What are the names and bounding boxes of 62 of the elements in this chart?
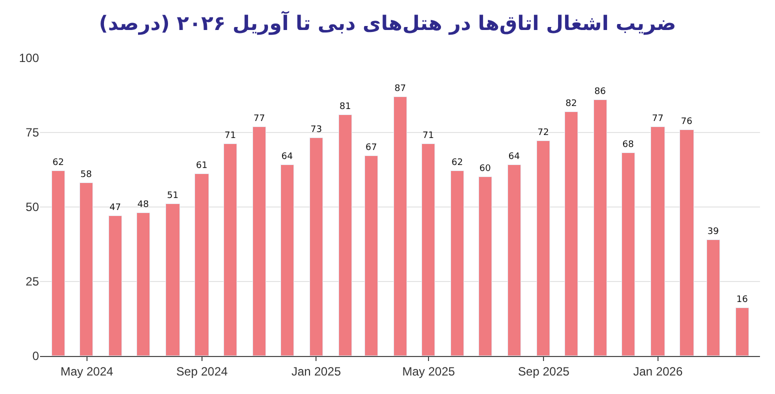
data-label: 39 — [707, 226, 720, 237]
data-label: 86 — [594, 86, 606, 97]
data-label: 71 — [422, 130, 434, 141]
data-label: 87 — [394, 84, 406, 94]
data-label: 62 — [452, 158, 463, 168]
bar — [508, 164, 521, 356]
bar — [594, 100, 607, 356]
y-tick-label: 75 — [26, 126, 40, 140]
data-label: 16 — [736, 294, 748, 305]
bar — [136, 212, 150, 356]
bar — [52, 170, 65, 356]
bar — [536, 140, 550, 356]
bar — [364, 156, 378, 356]
data-label: 58 — [80, 170, 92, 180]
data-label: 47 — [110, 202, 121, 213]
data-label: 76 — [680, 116, 693, 127]
x-tick-label: May 2025 — [402, 364, 456, 378]
data-label: 51 — [167, 190, 178, 201]
x-tick-label: Jan 2026 — [633, 364, 683, 378]
data-label: 72 — [538, 128, 549, 138]
x-tick-label: May 2024 — [60, 364, 114, 378]
bar — [80, 182, 93, 356]
x-tick-label: Sep 2024 — [176, 364, 228, 378]
data-label: 67 — [366, 142, 377, 153]
x-tick-label: Sep 2025 — [518, 364, 570, 378]
data-label: 60 — [479, 164, 492, 174]
bar — [194, 174, 209, 356]
bar — [422, 144, 435, 356]
bar — [108, 216, 122, 356]
y-tick-label: 25 — [26, 274, 40, 289]
x-tick-label: Jan 2025 — [292, 364, 342, 378]
bar — [622, 152, 635, 356]
bar — [310, 138, 323, 356]
bar — [224, 144, 237, 356]
data-label: 82 — [566, 98, 577, 109]
bar — [338, 114, 352, 356]
bar — [166, 204, 180, 356]
bar — [650, 126, 665, 356]
data-label: 64 — [281, 152, 294, 162]
bar — [252, 126, 266, 356]
data-label: 61 — [196, 160, 208, 171]
data-label: 77 — [652, 114, 664, 124]
bar — [280, 164, 294, 356]
y-tick-label: 100 — [18, 51, 40, 66]
bar — [478, 176, 492, 356]
bar — [680, 130, 694, 356]
data-label: 71 — [224, 130, 236, 141]
data-label: 73 — [310, 124, 322, 135]
bar — [706, 240, 720, 356]
chart-title: ضریب اشغال اتاق‌ها در هتل‌های دبی تا آوریل ۲۰۲۶ (درصد) — [98, 10, 676, 35]
y-tick-label: 50 — [26, 200, 40, 214]
y-tick-label: 0 — [32, 349, 40, 364]
bar — [736, 308, 749, 356]
data-label: 62 — [52, 158, 64, 168]
data-label: 81 — [340, 102, 351, 112]
data-label: 68 — [622, 140, 634, 150]
bar — [394, 96, 407, 356]
data-label: 48 — [137, 200, 150, 210]
data-label: 64 — [508, 152, 520, 162]
bar — [450, 170, 464, 356]
bar — [564, 112, 578, 356]
data-label: 77 — [254, 114, 265, 124]
